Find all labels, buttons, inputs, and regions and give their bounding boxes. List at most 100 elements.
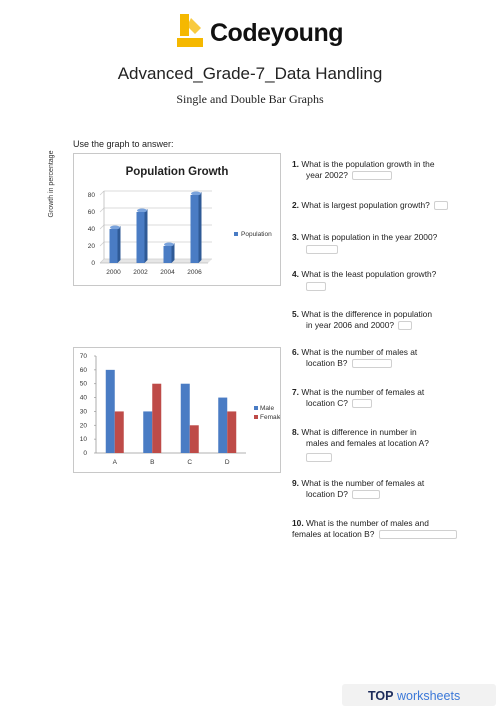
x-tick-label: 2002 <box>133 269 148 276</box>
bar-side <box>198 192 202 263</box>
question-number: 9. <box>292 478 299 488</box>
question-8: 8. What is difference in number in males… <box>292 427 482 462</box>
question-text: What is the number of males at <box>301 347 418 357</box>
question-text: What is largest population growth? <box>301 200 430 210</box>
question-text: What is the least population growth? <box>301 269 437 279</box>
bar-top <box>110 225 120 230</box>
x-tick-label: 2000 <box>106 269 121 276</box>
y-tick-label: 0 <box>83 450 87 457</box>
answer-field[interactable] <box>351 359 392 369</box>
y-tick-label: 70 <box>80 353 88 360</box>
x-tick-label: D <box>225 459 230 466</box>
chart-title: Population Growth <box>126 166 229 178</box>
y-tick-label: 50 <box>80 381 88 388</box>
codeyoung-logo-icon <box>177 14 203 47</box>
question-number: 5. <box>292 309 299 319</box>
x-tick-label: 2004 <box>160 269 175 276</box>
legend-swatch <box>254 415 258 419</box>
bar-female <box>114 411 124 453</box>
bar-male <box>218 397 228 453</box>
question-number: 4. <box>292 269 299 279</box>
male-female-chart: 0 10 20 30 40 50 60 70 A B C D Male Female <box>73 347 281 473</box>
bar <box>190 195 199 263</box>
document-subtitle: Single and Double Bar Graphs <box>176 92 324 106</box>
question-10: 10. What is the number of males and fema… <box>292 518 482 540</box>
question-text-line2: females at location B? <box>292 529 375 539</box>
question-number: 7. <box>292 387 299 397</box>
answer-field[interactable] <box>352 171 393 181</box>
question-number: 2. <box>292 200 299 210</box>
question-5: 5. What is the difference in population … <box>292 309 482 331</box>
question-7: 7. What is the number of females at loca… <box>292 387 482 409</box>
answer-field[interactable] <box>352 490 381 500</box>
question-text: What is the population growth in the <box>301 159 435 169</box>
question-text-line2: location D? <box>306 489 348 499</box>
y-tick-label: 30 <box>80 408 88 415</box>
x-tick-label: B <box>150 459 154 466</box>
gridline-edge <box>99 241 105 247</box>
question-text: What is the number of females at <box>301 478 425 488</box>
y-tick-label: 10 <box>80 436 88 443</box>
question-text-line2: in year 2006 and 2000? <box>306 320 395 330</box>
y-tick-label: 20 <box>80 422 88 429</box>
question-text-line2: year 2002? <box>306 170 348 180</box>
bar-top <box>164 242 174 247</box>
bar-female <box>227 411 237 453</box>
answer-field[interactable] <box>398 321 413 331</box>
bar <box>163 246 172 263</box>
population-growth-chart: Population Growth 0 20 40 60 80 2000 2002 2004 20… <box>73 153 281 286</box>
bar-male <box>105 369 115 453</box>
legend-label: Female <box>260 414 280 421</box>
question-number: 3. <box>292 232 299 242</box>
gridline-edge <box>99 190 105 196</box>
question-text: What is the difference in population <box>301 309 432 319</box>
legend-swatch <box>254 406 258 410</box>
x-tick-label: 2006 <box>187 269 202 276</box>
question-6: 6. What is the number of males at locati… <box>292 347 482 369</box>
question-4: 4. What is the least population growth? <box>292 269 482 291</box>
bar <box>136 212 145 263</box>
legend-label: Population <box>241 231 272 238</box>
population-growth-chart-svg: Population Growth 0 20 40 60 80 2000 2002 2004 20… <box>88 166 272 276</box>
legend-label: Male <box>260 405 274 412</box>
y-tick-label: 80 <box>88 192 96 199</box>
bar-side <box>171 243 175 263</box>
bar <box>109 229 118 263</box>
answer-field[interactable] <box>306 245 338 254</box>
question-number: 10. <box>292 518 304 528</box>
question-1: 1. What is the population growth in the … <box>292 159 482 181</box>
y-tick-label: 40 <box>80 395 88 402</box>
y-tick-label: 0 <box>91 260 95 267</box>
footer-worksheets-text: worksheets <box>396 689 461 703</box>
bar-female <box>152 383 162 453</box>
question-number: 8. <box>292 427 299 437</box>
y-tick-label: 60 <box>88 209 96 216</box>
question-2: 2. What is largest population growth? <box>292 200 482 211</box>
question-text-line2: location C? <box>306 398 348 408</box>
question-text-line2: location B? <box>306 358 348 368</box>
answer-field[interactable] <box>306 453 332 462</box>
bar-female <box>189 425 199 453</box>
bar-male <box>143 411 153 453</box>
y-tick-label: 60 <box>80 367 88 374</box>
gridline-edge <box>99 224 105 230</box>
answer-field[interactable] <box>434 201 449 211</box>
chart-floor <box>100 259 212 263</box>
legend-swatch <box>234 232 238 236</box>
bar-top <box>137 208 147 213</box>
chart1-y-axis-label: Growth in percentage <box>48 150 55 218</box>
answer-field[interactable] <box>378 530 457 540</box>
question-text: What is difference in number in <box>301 427 417 437</box>
answer-field[interactable] <box>306 282 326 291</box>
question-text-line2: males and females at location A? <box>306 438 429 448</box>
question-text: What is the number of males and <box>305 518 429 528</box>
question-9: 9. What is the number of females at loca… <box>292 478 482 500</box>
topworksheets-badge[interactable]: TOP worksheets <box>342 684 496 706</box>
y-tick-label: 40 <box>88 226 96 233</box>
gridline-edge <box>99 207 105 213</box>
x-tick-label: A <box>113 459 118 466</box>
answer-field[interactable] <box>352 399 373 409</box>
bar-male <box>180 383 190 453</box>
question-text: What is the number of females at <box>301 387 425 397</box>
y-tick-label: 20 <box>88 243 96 250</box>
